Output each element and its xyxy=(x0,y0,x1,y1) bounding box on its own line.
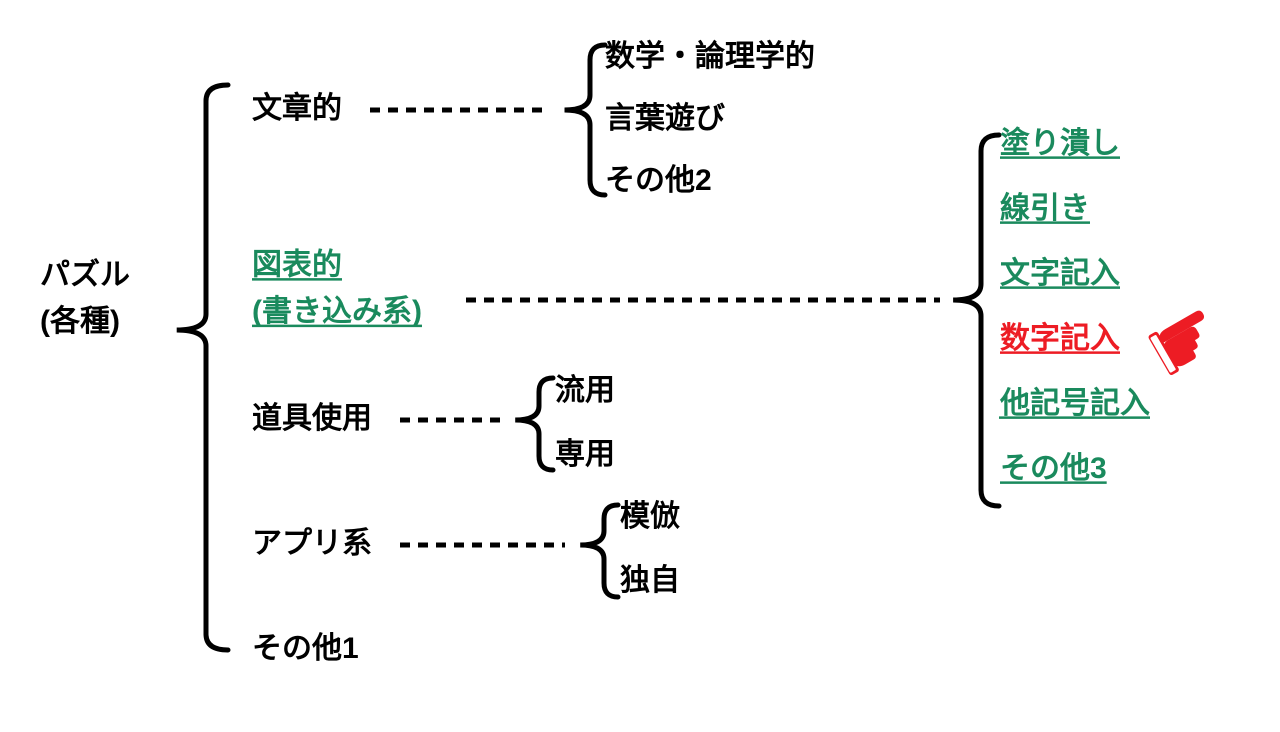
level1-item-dougu: 道具使用 xyxy=(252,402,372,435)
leaf-zuhyo[interactable]: 他記号記入 xyxy=(999,386,1150,420)
level1-item-sonota1-text: その他1 xyxy=(252,632,359,665)
level1-item-bunsho: 文章的 xyxy=(252,91,342,125)
brace xyxy=(177,85,228,650)
level1-item-zuhyo-text: 図表的 xyxy=(252,249,342,282)
leaf-dougu-text: 流用 xyxy=(555,374,615,407)
level1-item-sonota1: その他1 xyxy=(252,632,359,665)
brace xyxy=(565,45,606,195)
leaf-bunsho: 言葉遊び xyxy=(605,101,725,135)
leaf-appli-text: 独自 xyxy=(620,564,680,597)
pointing-hand-icon xyxy=(1148,307,1222,376)
leaf-zuhyo-text: 文字記入 xyxy=(1000,256,1120,290)
leaf-dougu-text: 専用 xyxy=(555,438,615,471)
level1-item-bunsho-text: 文章的 xyxy=(252,91,342,125)
leaf-bunsho-text: 言葉遊び xyxy=(605,101,725,135)
leaf-dougu: 流用 xyxy=(555,374,615,407)
level1-item-zuhyo[interactable]: 図表的 (書き込み系) xyxy=(252,249,422,329)
leaf-bunsho-text: 数学・論理学的 xyxy=(605,39,815,73)
level1-item-dougu-text: 道具使用 xyxy=(252,402,372,435)
leaf-zuhyo-text: 他記号記入 xyxy=(999,386,1150,420)
level1-item-appli: アプリ系 xyxy=(252,527,372,560)
brace xyxy=(515,378,553,470)
leaf-zuhyo[interactable]: 数字記入 xyxy=(1000,321,1120,355)
leaf-appli: 模倣 xyxy=(620,500,680,533)
brace xyxy=(580,505,618,597)
leaf-zuhyo-text: 数字記入 xyxy=(1000,321,1120,355)
leaf-appli: 独自 xyxy=(620,564,680,597)
leaf-zuhyo[interactable]: その他3 xyxy=(1000,452,1107,485)
root-label-text: (各種) xyxy=(40,304,120,338)
leaf-bunsho-text: その他2 xyxy=(605,164,712,197)
tree-diagram: パズル (各種) 文章的図表的 (書き込み系) 道具使用アプリ系その他1 数学・論理学的言… xyxy=(0,0,1280,732)
leaf-zuhyo-text: その他3 xyxy=(1000,452,1107,485)
leaf-zuhyo-text: 塗り潰し xyxy=(1000,126,1120,160)
leaf-zuhyo-text: 線引き xyxy=(1000,191,1090,225)
level1-item-appli-text: アプリ系 xyxy=(252,527,372,560)
leaf-bunsho: 数学・論理学的 xyxy=(605,39,815,73)
root-label-text: パズル xyxy=(40,258,130,292)
leaf-zuhyo[interactable]: 文字記入 xyxy=(1000,256,1120,290)
leaf-zuhyo[interactable]: 塗り潰し xyxy=(1000,126,1120,160)
leaf-bunsho: その他2 xyxy=(605,164,712,197)
root-label: パズル (各種) xyxy=(40,258,130,339)
brace xyxy=(953,135,999,506)
level1-item-zuhyo-text: (書き込み系) xyxy=(252,295,422,328)
leaf-appli-text: 模倣 xyxy=(620,500,680,533)
leaf-zuhyo[interactable]: 線引き xyxy=(1000,191,1090,225)
leaf-dougu: 専用 xyxy=(555,438,615,471)
